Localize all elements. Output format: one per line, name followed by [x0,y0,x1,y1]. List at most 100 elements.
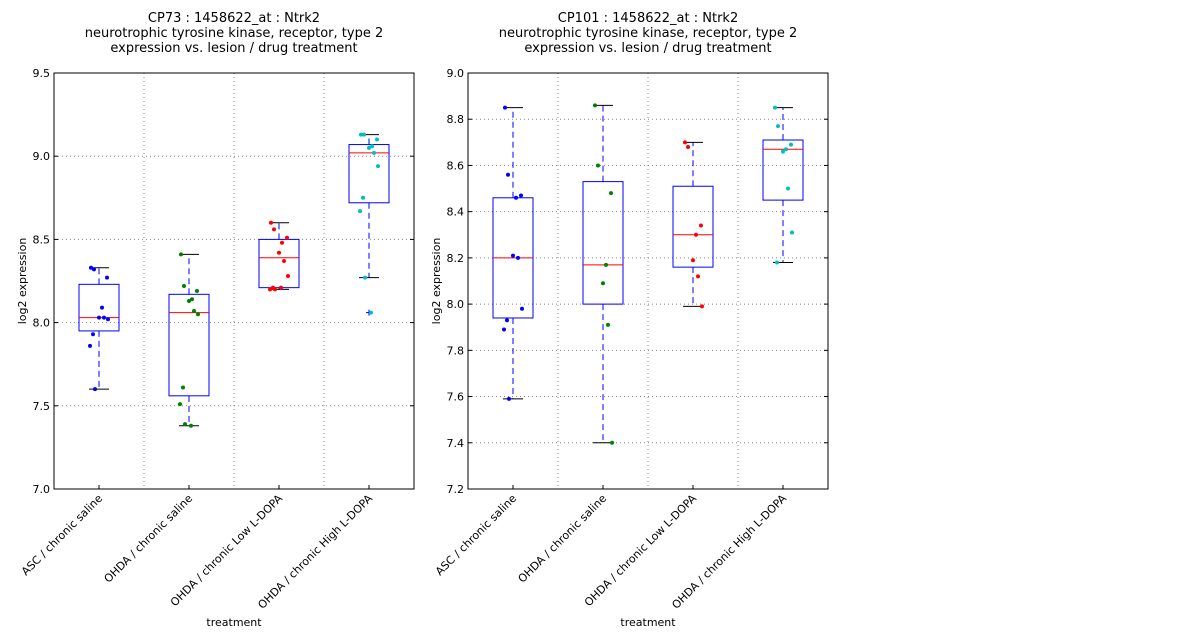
data-point [89,265,93,270]
data-point [683,140,687,145]
data-point [196,312,200,317]
data-point [696,274,700,279]
data-point [775,260,779,265]
chart-title-line: neurotrophic tyrosine kinase, receptor, … [499,26,797,41]
box [582,181,624,305]
data-point [516,255,520,260]
box [168,293,210,397]
box [672,185,714,268]
data-point [514,195,518,200]
box [762,139,804,201]
data-point [190,297,194,302]
data-point [192,308,196,313]
chart-title-line: CP73 : 1458622_at : Ntrk2 [148,11,320,26]
data-point [279,285,283,290]
box-group-2 [582,103,624,445]
y-axis-label: log2 expression [430,238,443,325]
data-point [362,132,366,137]
y-tick-label: 8.5 [33,233,51,246]
data-point [91,332,95,337]
box-group-2 [168,252,210,428]
box-group-4 [762,105,804,265]
data-point [369,310,373,315]
data-point [100,305,104,310]
data-point [280,240,284,245]
data-point [179,252,183,257]
y-tick-label: 8.0 [447,298,465,311]
data-point [181,385,185,390]
data-point [105,275,109,280]
data-point [506,172,510,177]
data-point [286,274,290,279]
box-group-3 [672,140,714,309]
data-point [700,304,704,309]
y-tick-label: 7.5 [33,400,51,413]
y-tick-label: 8.6 [447,159,465,172]
data-point [520,306,524,311]
data-point [178,402,182,407]
data-point [183,422,187,427]
data-point [277,250,281,255]
y-tick-label: 7.2 [447,483,465,496]
data-point [92,267,96,272]
data-point [776,124,780,129]
data-point [593,103,597,108]
data-point [502,327,506,332]
x-tick-label: ASC / chronic saline [19,492,105,578]
data-point [269,220,273,225]
y-tick-label: 7.8 [447,344,465,357]
data-point [601,281,605,286]
data-point [790,230,794,235]
y-tick-label: 7.6 [447,391,465,404]
data-point [358,209,362,214]
data-point [503,105,507,110]
data-point [789,142,793,147]
x-axis-label: treatment [620,616,676,629]
chart-title-line: expression vs. lesion / drug treatment [110,41,357,56]
data-point [691,258,695,263]
data-point [507,396,511,401]
data-point [102,315,106,320]
data-point [376,164,380,169]
data-point [784,147,788,152]
x-tick-label: ASC / chronic saline [433,492,519,578]
data-point [694,232,698,237]
data-point [88,343,92,348]
data-point [773,105,777,110]
y-tick-label: 9.0 [33,150,51,163]
plot-frame [467,72,829,490]
box [78,283,120,332]
data-point [372,150,376,155]
y-axis-label: log2 expression [16,238,29,325]
data-point [189,423,193,428]
data-point [610,440,614,445]
x-tick-label: OHDA / chronic saline [516,492,610,586]
y-tick-label: 8.0 [33,317,51,330]
data-point [272,227,276,232]
x-axis-label: treatment [206,616,262,629]
x-tick-label: OHDA / chronic saline [102,492,196,586]
data-point [505,318,509,323]
data-point [511,253,515,258]
data-point [370,144,374,149]
data-point [187,298,191,303]
data-point [686,144,690,149]
data-point [268,287,272,292]
data-point [93,387,97,392]
y-tick-label: 9.0 [447,67,465,80]
box-group-4 [348,132,390,316]
y-tick-label: 8.2 [447,252,465,265]
data-point [363,275,367,280]
data-point [606,322,610,327]
data-point [699,223,703,228]
y-tick-label: 8.8 [447,113,465,126]
data-point [106,317,110,322]
data-point [367,145,371,150]
data-point [359,132,363,137]
data-point [609,191,613,196]
box-group-1 [492,105,534,401]
data-point [182,283,186,288]
chart-title-line: neurotrophic tyrosine kinase, receptor, … [85,26,383,41]
